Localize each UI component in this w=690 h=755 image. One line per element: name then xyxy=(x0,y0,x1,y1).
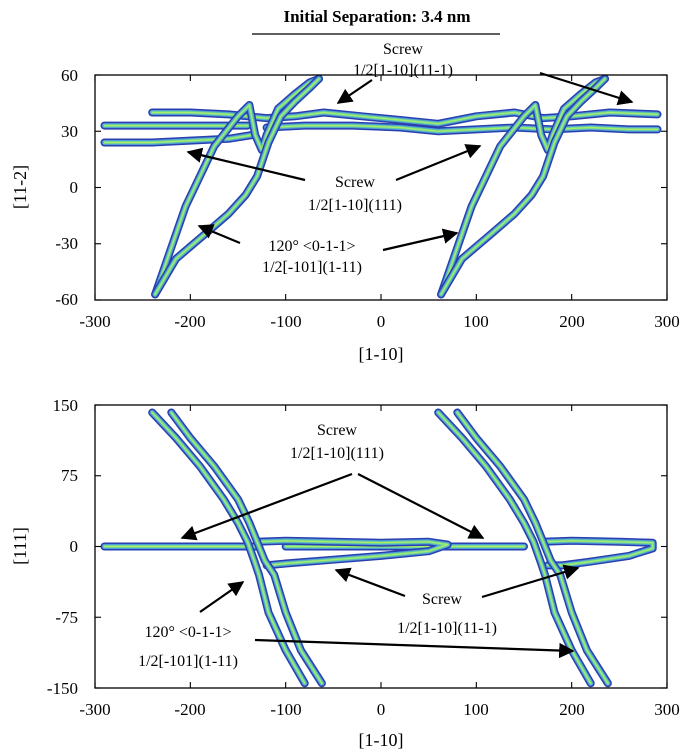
bottom-x-tick-label: -100 xyxy=(270,700,301,719)
top-x-tick-label: -200 xyxy=(174,312,205,331)
bottom-y-tick-label: 0 xyxy=(70,537,79,556)
bottom-panel-data xyxy=(100,408,657,688)
bottom-y-tick-label: 150 xyxy=(53,396,79,415)
top-panel-data xyxy=(100,74,662,299)
annotation-arrow xyxy=(481,564,580,599)
top-x-tick-label: 200 xyxy=(559,312,585,331)
top-y-axis-label: [11-2] xyxy=(10,165,30,209)
bottom-y-tick-label: -150 xyxy=(47,679,78,698)
series-2-line-1-layer-3 xyxy=(154,78,320,295)
top-y-tick-label: -30 xyxy=(55,234,78,253)
bottom-x-tick-label: 100 xyxy=(463,700,489,719)
bottom-x-tick-label: 300 xyxy=(654,700,680,719)
annotation-screw-11-1-line2: 1/2[1-10](11-1) xyxy=(397,620,497,637)
top-x-ticks: -300 -200 -100 0 100 200 300 xyxy=(79,312,679,331)
annotation-screw-11-1-line1: Screw xyxy=(422,591,462,608)
series-2-line-0-layer-3 xyxy=(151,411,306,684)
top-x-tick-label: 300 xyxy=(654,312,680,331)
annotation-arrow xyxy=(395,144,482,182)
top-x-tick-label: -300 xyxy=(79,312,110,331)
series-2-line-3-layer-3 xyxy=(440,78,606,295)
annotation-screw-111-line1: Screw xyxy=(317,422,357,439)
annotation-120-line2: 1/2[-101](1-11) xyxy=(138,653,238,670)
series-2-line-2-layer-3 xyxy=(440,78,606,295)
top-y-tick-label: 30 xyxy=(61,122,78,141)
annotation-arrow xyxy=(336,79,373,104)
annotation-arrow xyxy=(186,147,306,182)
bottom-y-ticks: 150 75 0 -75 -150 xyxy=(47,396,78,698)
bottom-x-ticks: -300 -200 -100 0 100 200 300 xyxy=(79,700,679,719)
bottom-panel: 150 75 0 -75 -150 -300 -200 -100 0 100 2… xyxy=(10,396,680,750)
annotation-screw-11-1-line1: Screw xyxy=(383,41,423,58)
annotation-arrow xyxy=(382,228,459,252)
top-x-tick-label: 100 xyxy=(463,312,489,331)
annotation-screw-111-line2: 1/2[1-10](111) xyxy=(290,445,384,462)
series-1-line-1-layer-3 xyxy=(542,540,654,566)
top-y-ticks: 60 30 0 -30 -60 xyxy=(55,66,78,309)
top-y-tick-label: 0 xyxy=(70,178,79,197)
annotation-120-line1: 120° <0-1-1> xyxy=(268,238,355,255)
top-y-tick-label: 60 xyxy=(61,66,78,85)
figure-title: Initial Separation: 3.4 nm xyxy=(283,7,470,26)
annotation-120-line1: 120° <0-1-1> xyxy=(144,624,231,641)
top-x-tick-label: -100 xyxy=(270,312,301,331)
annotation-screw-111-line1: Screw xyxy=(335,174,375,191)
series-1-line-0-layer-3 xyxy=(103,134,253,144)
bottom-y-tick-label: 75 xyxy=(61,466,78,485)
top-panel: 60 30 0 -30 -60 -300 -200 -100 0 100 200… xyxy=(10,41,680,364)
bottom-y-axis-label: [111] xyxy=(10,527,30,565)
top-x-tick-label: 0 xyxy=(377,312,386,331)
series-2-line-2-layer-3 xyxy=(437,411,592,684)
series-1-line-0-layer-3 xyxy=(256,540,449,566)
top-x-axis-label: [1-10] xyxy=(359,344,404,364)
bottom-x-tick-label: 0 xyxy=(377,700,386,719)
series-1-line-2-layer-3 xyxy=(266,125,659,132)
top-tick-marks xyxy=(94,74,668,301)
annotation-arrow xyxy=(357,473,485,539)
annotation-screw-111-line2: 1/2[1-10](111) xyxy=(308,197,402,214)
bottom-x-axis-label: [1-10] xyxy=(359,730,404,750)
annotation-arrow xyxy=(254,638,575,659)
annotation-arrow xyxy=(334,567,406,598)
bottom-x-tick-label: 200 xyxy=(559,700,585,719)
annotation-arrow xyxy=(539,71,634,106)
bottom-y-tick-label: -75 xyxy=(55,608,78,627)
series-2-line-1-layer-3 xyxy=(170,411,323,684)
bottom-tick-marks xyxy=(94,404,668,689)
top-y-tick-label: -60 xyxy=(55,290,78,309)
annotation-120-line2: 1/2[-101](1-11) xyxy=(262,259,362,276)
annotation-arrow xyxy=(180,472,353,541)
annotation-arrow xyxy=(199,581,245,613)
bottom-x-tick-label: -300 xyxy=(79,700,110,719)
series-2-line-3-layer-3 xyxy=(456,411,609,684)
annotation-arrow xyxy=(197,224,241,245)
annotation-screw-11-1-line2: 1/2[1-10](11-1) xyxy=(353,62,453,79)
bottom-x-tick-label: -200 xyxy=(174,700,205,719)
